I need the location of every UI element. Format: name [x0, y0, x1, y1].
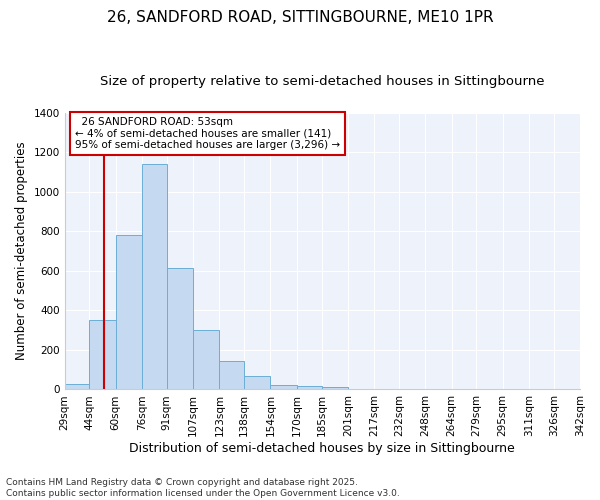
- Bar: [142, 164, 167, 390]
- Text: Contains HM Land Registry data © Crown copyright and database right 2025.
Contai: Contains HM Land Registry data © Crown c…: [6, 478, 400, 498]
- Bar: [322, 388, 348, 390]
- Bar: [244, 376, 271, 390]
- X-axis label: Distribution of semi-detached houses by size in Sittingbourne: Distribution of semi-detached houses by …: [130, 442, 515, 455]
- Bar: [193, 330, 220, 390]
- Title: Size of property relative to semi-detached houses in Sittingbourne: Size of property relative to semi-detach…: [100, 75, 545, 88]
- Bar: [89, 320, 116, 390]
- Bar: [65, 384, 89, 390]
- Bar: [116, 236, 142, 390]
- Text: 26 SANDFORD ROAD: 53sqm  
← 4% of semi-detached houses are smaller (141)
95% of : 26 SANDFORD ROAD: 53sqm ← 4% of semi-det…: [75, 117, 340, 150]
- Y-axis label: Number of semi-detached properties: Number of semi-detached properties: [15, 142, 28, 360]
- Bar: [167, 268, 193, 390]
- Bar: [297, 386, 322, 390]
- Bar: [220, 361, 244, 390]
- Text: 26, SANDFORD ROAD, SITTINGBOURNE, ME10 1PR: 26, SANDFORD ROAD, SITTINGBOURNE, ME10 1…: [107, 10, 493, 25]
- Bar: [271, 384, 297, 390]
